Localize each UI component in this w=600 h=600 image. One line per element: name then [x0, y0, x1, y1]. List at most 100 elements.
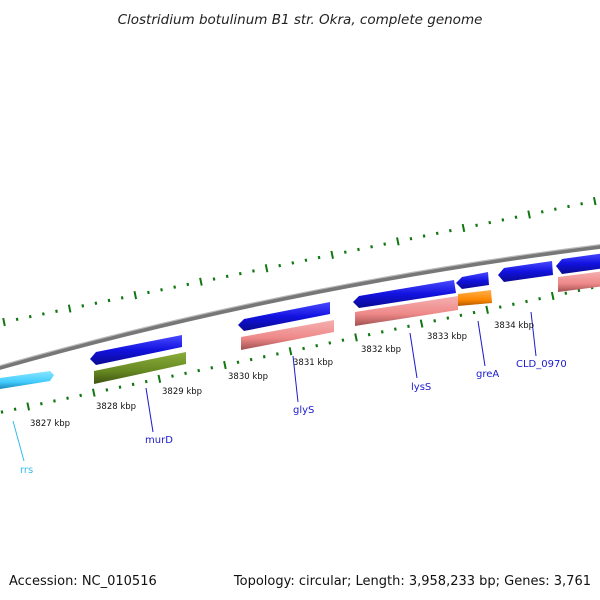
major-tick: [91, 388, 96, 397]
murD-leader: [145, 387, 154, 433]
minor-tick: [553, 207, 557, 211]
gene-label-lysS[interactable]: lysS: [411, 382, 431, 393]
minor-tick: [249, 357, 253, 362]
major-tick: [592, 196, 597, 206]
kbp-label: 3827 kbp: [30, 419, 70, 429]
gene-label-glyS[interactable]: glyS: [293, 405, 314, 416]
minor-tick: [39, 402, 43, 406]
glyS-leader: [292, 355, 299, 403]
minor-tick: [81, 304, 85, 308]
rrs-feature[interactable]: [0, 371, 54, 389]
minor-tick: [433, 319, 437, 323]
minor-tick: [118, 385, 122, 389]
minor-tick: [567, 204, 570, 209]
minor-tick: [370, 245, 373, 249]
orange-feature[interactable]: [458, 290, 492, 306]
gene-label-greA[interactable]: greA: [476, 369, 499, 380]
minor-tick: [341, 338, 345, 342]
minor-tick: [131, 382, 135, 387]
minor-tick: [212, 277, 216, 281]
gene-labels: rrs murD glyS lysS greA CLD_0970: [20, 359, 567, 476]
CLD_0970-feature[interactable]: [498, 261, 553, 282]
major-tick: [550, 291, 555, 301]
minor-tick: [66, 396, 69, 400]
minor-tick: [278, 263, 282, 268]
major-tick: [354, 333, 358, 342]
minor-tick: [302, 346, 305, 351]
feature-track: [0, 253, 600, 389]
kbp-label: 3828 kbp: [96, 402, 136, 412]
minor-tick: [367, 332, 371, 337]
minor-tick: [79, 393, 83, 398]
minor-tick: [144, 379, 148, 384]
major-tick: [396, 237, 400, 246]
minor-tick: [160, 288, 163, 292]
kbp-label: 3834 kbp: [494, 321, 534, 331]
major-tick: [419, 319, 424, 328]
major-tick: [485, 305, 489, 314]
minor-tick: [55, 309, 58, 313]
minor-tick: [564, 291, 568, 295]
minor-tick: [171, 374, 174, 378]
major-tick: [461, 223, 466, 233]
gene-label-rrs[interactable]: rrs: [20, 465, 33, 476]
major-tick: [67, 304, 72, 313]
gene-label-CLD_0970[interactable]: CLD_0970: [516, 359, 567, 370]
CLD_0970-leader: [530, 311, 537, 357]
minor-tick: [252, 269, 255, 273]
minor-tick: [53, 399, 56, 403]
minor-tick: [357, 247, 360, 252]
minor-tick: [238, 271, 242, 276]
lysS-feature[interactable]: [353, 280, 456, 308]
minor-tick: [13, 407, 17, 411]
minor-tick: [459, 313, 463, 317]
minor-tick: [380, 330, 384, 334]
minor-tick: [317, 255, 321, 260]
minor-tick: [304, 258, 308, 262]
minor-tick: [435, 231, 439, 236]
rna-feature-1[interactable]: [241, 320, 334, 350]
minor-tick: [210, 366, 214, 370]
minor-tick: [422, 234, 426, 238]
minor-tick: [475, 223, 478, 227]
topology-label: Topology: circular; Length: 3,958,233 bp…: [233, 574, 591, 589]
minor-tick: [511, 302, 515, 306]
rna-feature-3[interactable]: [558, 271, 600, 292]
minor-tick: [107, 298, 111, 303]
minor-tick: [525, 299, 528, 304]
minor-tick: [343, 250, 347, 254]
minor-tick: [0, 410, 4, 414]
genome-backbone: [0, 244, 600, 370]
gene-label-murD[interactable]: murD: [145, 435, 173, 446]
greA-feature[interactable]: [456, 272, 489, 289]
minor-tick: [501, 218, 505, 222]
major-tick: [330, 250, 334, 259]
minor-tick: [291, 261, 295, 265]
kbp-label: 3830 kbp: [228, 372, 268, 382]
glyS-feature[interactable]: [238, 302, 330, 331]
minor-tick: [147, 290, 150, 295]
major-tick: [2, 317, 6, 327]
murD-feature[interactable]: [90, 335, 182, 365]
minor-tick: [409, 237, 413, 241]
major-tick: [264, 264, 269, 273]
minor-tick: [94, 301, 98, 305]
olive-feature[interactable]: [94, 352, 186, 384]
minor-tick: [236, 360, 240, 364]
minor-tick: [28, 314, 32, 319]
minor-tick: [184, 371, 187, 376]
minor-tick: [225, 274, 229, 279]
kbp-labels: 3827 kbp 3828 kbp 3829 kbp 3830 kbp 3831…: [30, 321, 534, 429]
gene-leaders: [12, 311, 537, 462]
right-feature[interactable]: [556, 253, 600, 274]
minor-tick: [540, 210, 544, 214]
map-title: Clostridium botulinum B1 str. Okra, comp…: [118, 12, 483, 28]
minor-tick: [173, 285, 177, 289]
minor-tick: [15, 317, 19, 322]
rna-feature-2[interactable]: [355, 296, 458, 326]
minor-tick: [275, 352, 279, 356]
major-tick: [288, 347, 293, 356]
accession-label: Accession: NC_010516: [9, 574, 157, 589]
